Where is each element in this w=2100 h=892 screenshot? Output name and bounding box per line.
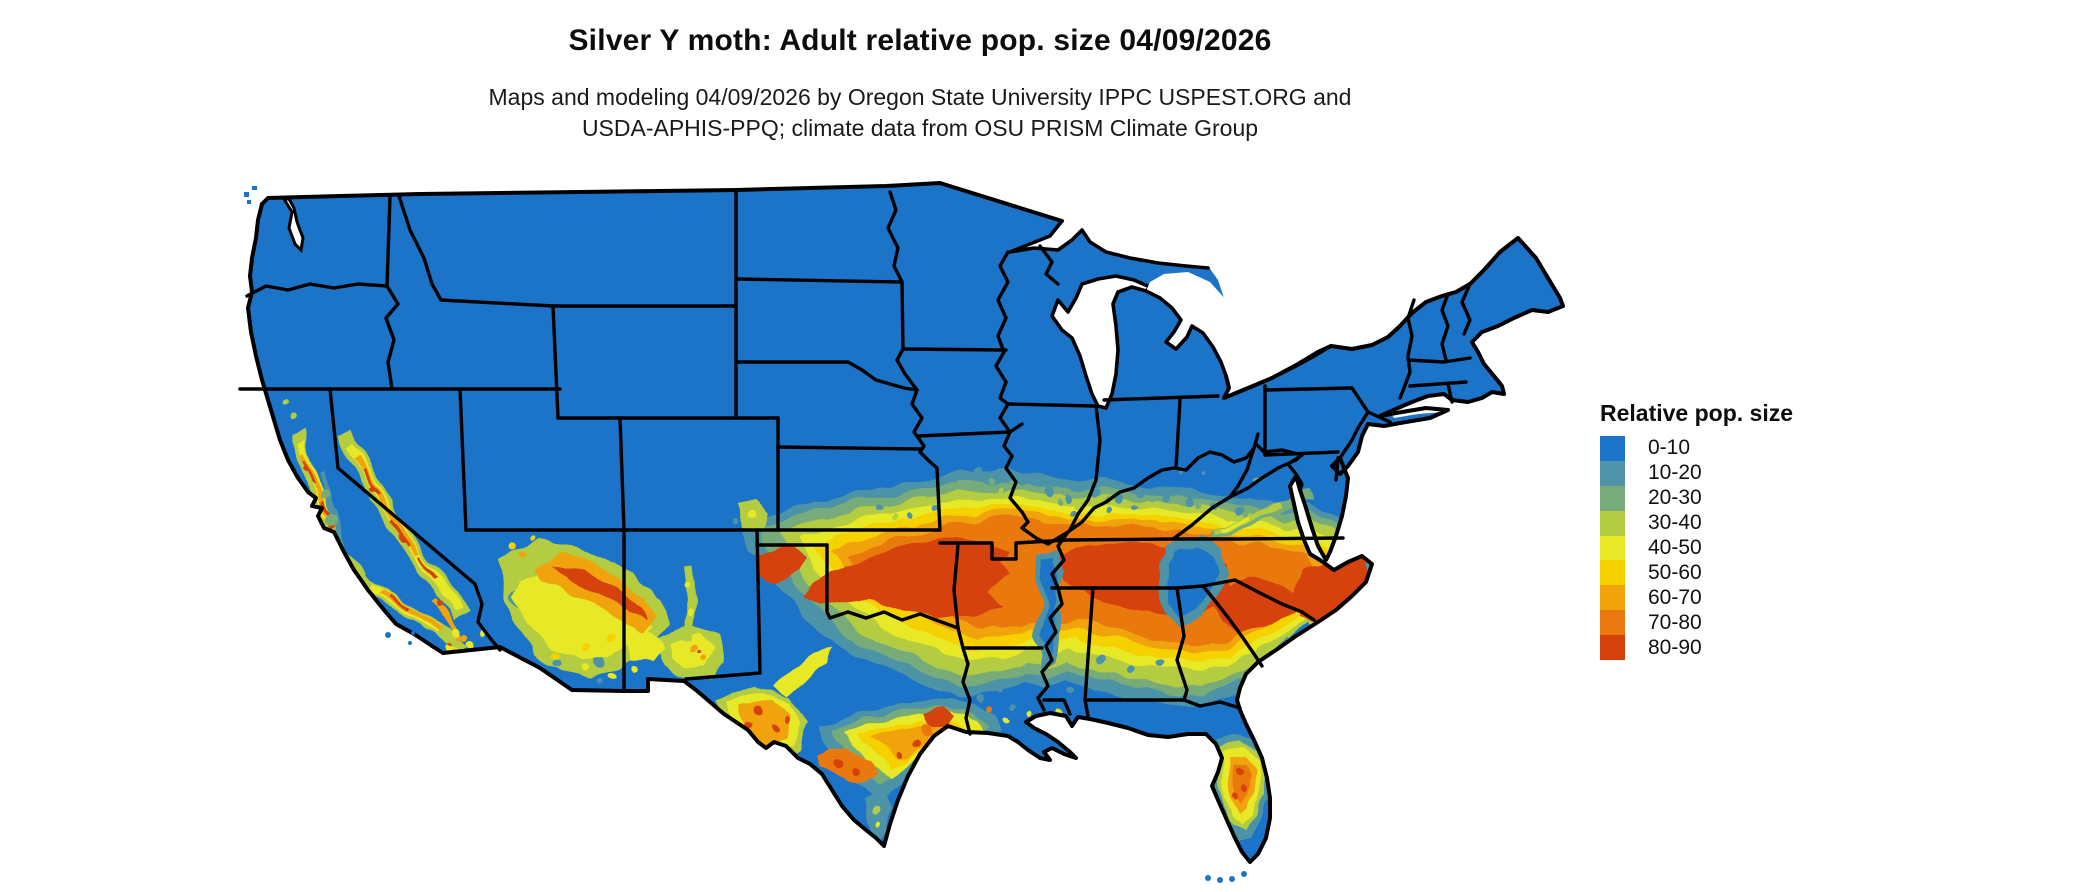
channel-island — [385, 632, 391, 638]
legend-item: 50-60 — [1600, 560, 1860, 586]
florida-key — [1241, 871, 1247, 877]
subtitle-line-1: Maps and modeling 04/09/2026 by Oregon S… — [488, 84, 1352, 110]
florida-key — [1229, 876, 1235, 882]
legend-swatch — [1600, 510, 1625, 536]
legend-swatch — [1600, 635, 1625, 661]
national-outline — [246, 181, 1565, 864]
legend-label: 10-20 — [1648, 461, 1702, 485]
legend-item: 10-20 — [1600, 460, 1860, 486]
legend-items: 0-10 10-20 20-30 30-40 40-50 50-60 60-70… — [1600, 436, 1860, 661]
legend-label: 80-90 — [1648, 635, 1702, 659]
legend-label: 50-60 — [1648, 560, 1702, 584]
lake-superior — [944, 172, 1232, 268]
legend-label: 0-10 — [1648, 436, 1691, 460]
legend-title: Relative pop. size — [1600, 400, 1794, 426]
puget-sound — [281, 197, 305, 254]
legend-item: 0-10 — [1600, 436, 1860, 461]
channel-island — [411, 631, 415, 635]
legend: Relative pop. size 0-10 10-20 20-30 30-4… — [1600, 400, 1860, 661]
legend-item: 70-80 — [1600, 610, 1860, 636]
legend-swatch — [1600, 535, 1625, 561]
legend-label: 60-70 — [1648, 585, 1702, 609]
islands — [244, 186, 1247, 883]
subtitle-line-2: USDA-APHIS-PPQ; climate data from OSU PR… — [581, 115, 1259, 141]
florida-key — [1217, 877, 1223, 883]
legend-item: 60-70 — [1600, 585, 1860, 611]
state-borders — [238, 190, 1472, 736]
legend-item: 80-90 — [1600, 635, 1860, 661]
channel-island — [408, 641, 412, 645]
lake-michigan — [1052, 276, 1150, 408]
lake-ontario — [1331, 300, 1412, 349]
lake-erie — [1224, 336, 1331, 398]
legend-swatch — [1600, 585, 1625, 611]
legend-swatch — [1600, 610, 1625, 636]
page-title: Silver Y moth: Adult relative pop. size … — [568, 24, 1272, 57]
legend-swatch — [1600, 485, 1625, 511]
legend-swatch — [1600, 436, 1625, 461]
legend-item: 20-30 — [1600, 485, 1860, 511]
legend-swatch — [1600, 460, 1625, 486]
florida-key — [1205, 875, 1211, 881]
legend-label: 40-50 — [1648, 536, 1702, 559]
legend-label: 30-40 — [1648, 511, 1702, 535]
legend-swatch — [1600, 560, 1625, 586]
legend-item: 30-40 — [1600, 510, 1860, 536]
legend-label: 20-30 — [1648, 486, 1702, 510]
legend-label: 70-80 — [1648, 610, 1702, 634]
legend-item: 40-50 — [1600, 535, 1860, 561]
